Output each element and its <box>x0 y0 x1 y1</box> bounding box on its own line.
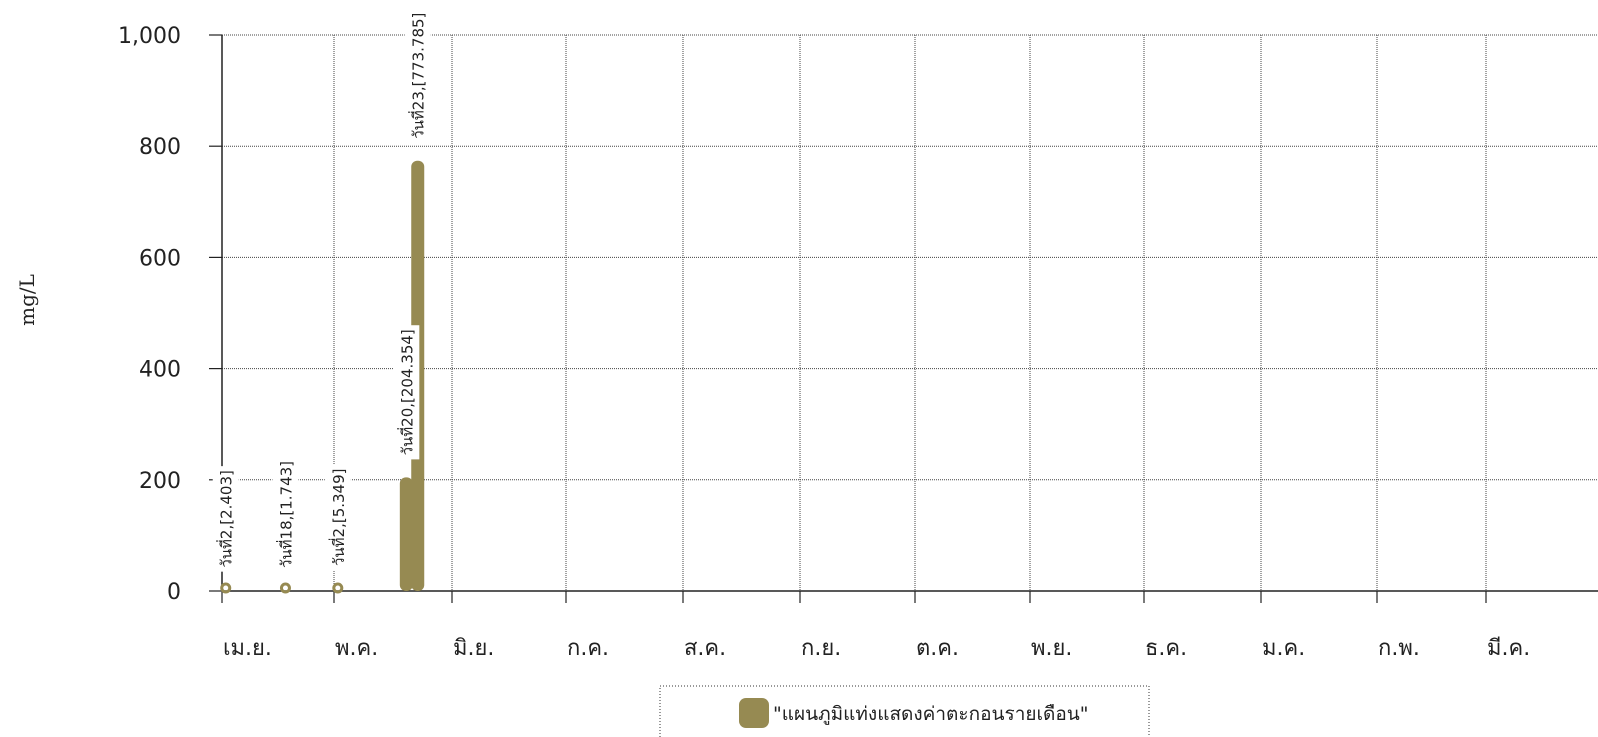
x-tick-label: พ.ย. <box>1031 636 1072 661</box>
y-tick-label: 200 <box>139 469 181 494</box>
y-tick-label: 600 <box>139 246 181 271</box>
y-tick-label: 0 <box>167 580 181 605</box>
data-label-group: วันที่2,[5.349] <box>324 464 351 571</box>
data-label: วันที่2,[2.403] <box>216 470 236 568</box>
y-tick-label: 1,000 <box>118 24 181 49</box>
data-label-background <box>404 8 431 143</box>
y-axis-ticks: 0 200 400 600 800 1,000 <box>118 24 222 605</box>
y-tick-label: 400 <box>139 358 181 383</box>
data-label-group: วันที่20,[204.354] <box>393 325 420 460</box>
y-tick-label: 800 <box>139 135 181 160</box>
legend-label: "แผนภูมิแท่งแสดงค่าตะกอนรายเดือน" <box>773 703 1088 725</box>
bar <box>399 477 413 591</box>
x-tick-label: ต.ค. <box>916 636 959 661</box>
grid-lines <box>222 34 1598 591</box>
x-tick-label: ม.ค. <box>1262 636 1305 661</box>
x-tick-label: เม.ย. <box>223 636 272 661</box>
data-label-background <box>272 456 299 573</box>
data-label-group: วันที่18,[1.743] <box>272 456 299 573</box>
bar <box>279 582 291 594</box>
data-label-background <box>393 325 420 460</box>
data-label: วันที่20,[204.354] <box>396 329 416 455</box>
legend: "แผนภูมิแท่งแสดงค่าตะกอนรายเดือน" <box>659 685 1150 737</box>
data-label-group: วันที่23,[773.785] <box>404 8 431 143</box>
data-label-background <box>324 464 351 571</box>
data-label: วันที่18,[1.743] <box>275 461 295 568</box>
x-tick-label: ธ.ค. <box>1145 636 1187 661</box>
x-tick-label: มิ.ย. <box>453 636 494 661</box>
bar <box>332 582 344 594</box>
y-axis-label: mg/L <box>15 274 39 326</box>
x-tick-label: พ.ค. <box>335 636 378 661</box>
x-axis-ticks: เม.ย. พ.ค. มิ.ย. ก.ค. ส.ค. ก.ย. ต.ค. พ.ย. ธ.ค. ม.… <box>221 591 1530 661</box>
x-tick-label: ก.ค. <box>567 636 609 661</box>
x-tick-label: ก.ย. <box>801 636 841 661</box>
data-label: วันที่23,[773.785] <box>408 13 428 139</box>
x-tick-label: ส.ค. <box>684 636 726 661</box>
data-label-group: วันที่2,[2.403] <box>212 466 239 572</box>
bar <box>220 582 232 594</box>
legend-swatch <box>739 698 769 728</box>
data-labels: วันที่2,[2.403] วันที่18,[1.743] วันที่2,[… <box>212 8 431 573</box>
x-tick-label: ก.พ. <box>1378 636 1420 661</box>
x-tick-label: มี.ค. <box>1487 636 1530 661</box>
data-label-background <box>212 466 239 572</box>
data-label: วันที่2,[5.349] <box>328 468 348 566</box>
